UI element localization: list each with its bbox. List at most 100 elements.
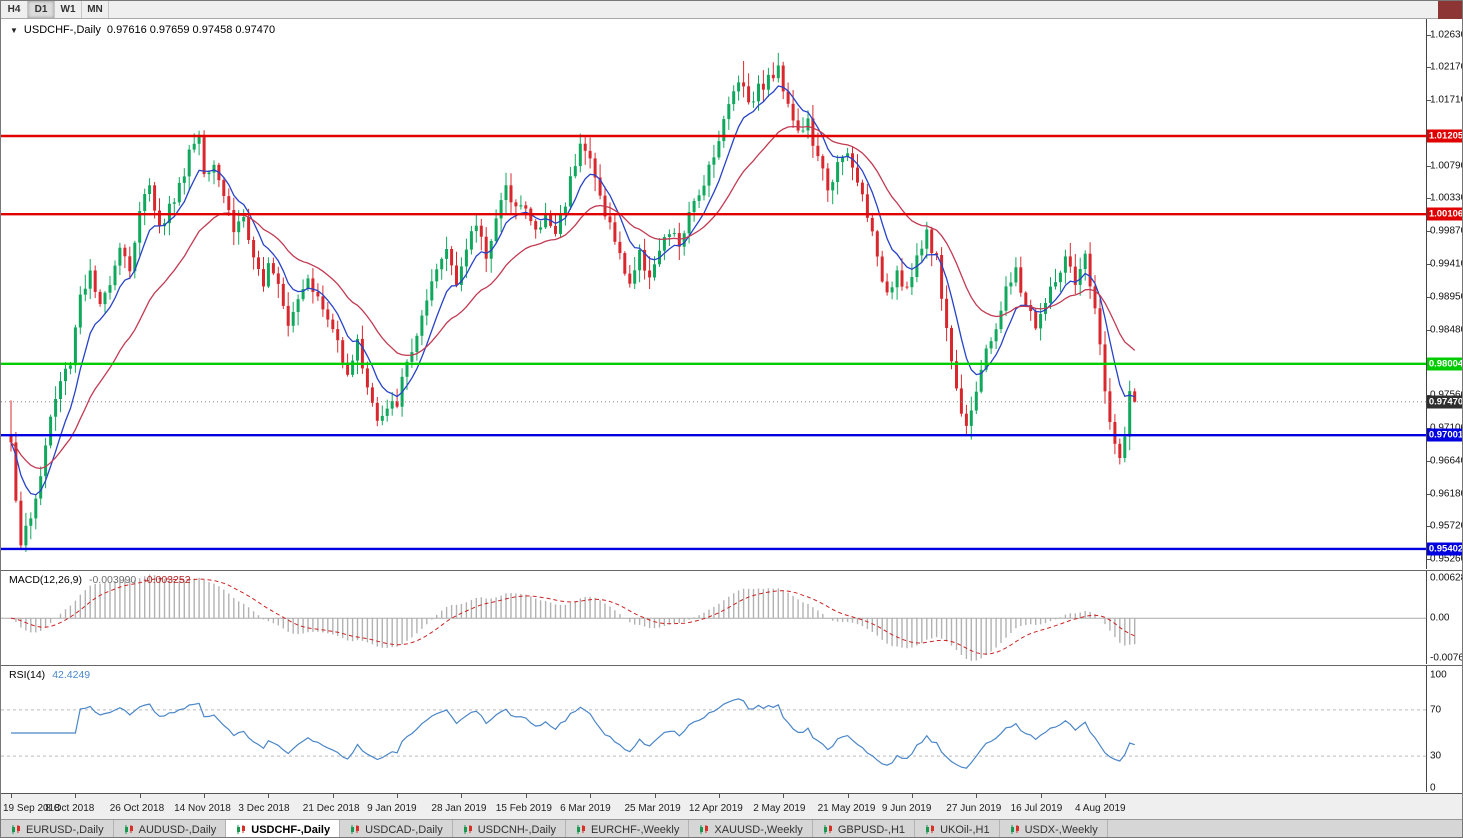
- chart-icon: [822, 824, 833, 835]
- timeframe-button-d1[interactable]: D1: [28, 1, 55, 18]
- chart-icon: [235, 824, 246, 835]
- price-axis-tick-mark: [1427, 559, 1431, 560]
- macd-header: MACD(12,26,9) -0.003990 -0.003252: [9, 574, 191, 586]
- tab-label: AUDUSD-,Daily: [138, 823, 217, 836]
- price-axis[interactable]: 1.02630 1.02170 1.01710 1.00790 1.00330 0.998…: [1426, 19, 1463, 569]
- date-tick: [590, 794, 592, 798]
- rsi-axis: 100 70 30 0: [1426, 666, 1462, 794]
- date-label: 3 Dec 2018: [238, 803, 290, 814]
- date-label: 4 Aug 2019: [1075, 803, 1126, 814]
- rsi-header: RSI(14) 42.4249: [9, 669, 90, 681]
- date-tick: [847, 794, 849, 798]
- tab-audusd-daily[interactable]: AUDUSD-,Daily: [113, 820, 227, 837]
- date-tick: [718, 794, 720, 798]
- timeframe-button-mn[interactable]: MN: [82, 1, 109, 18]
- tab-ukoil-h1[interactable]: UKOil-,H1: [915, 820, 1000, 837]
- date-tick: [268, 794, 270, 798]
- tab-eurusd-daily[interactable]: EURUSD-,Daily: [1, 820, 114, 837]
- price-tick: 0.99870: [1430, 225, 1463, 237]
- chart-icon: [10, 824, 21, 835]
- tab-usdcnh-daily[interactable]: USDCNH-,Daily: [452, 820, 566, 837]
- date-tick: [1105, 794, 1106, 798]
- rsi-label: RSI(14): [9, 669, 46, 681]
- timeframe-toolbar: H4 D1 W1 MN: [1, 1, 1462, 19]
- chart-icon: [698, 824, 709, 835]
- rsi-axis-label: 70: [1430, 704, 1442, 716]
- macd-label: MACD(12,26,9): [9, 574, 82, 586]
- level-badge: 0.95402: [1427, 542, 1463, 556]
- chart-icon: [924, 824, 935, 835]
- date-axis[interactable]: 19 Sep 2018 8 Oct 2018 26 Oct 2018 14 Nov 2…: [1, 793, 1462, 819]
- chart-icon: [349, 824, 360, 835]
- timeframe-button-h4[interactable]: H4: [1, 1, 28, 18]
- date-tick: [654, 794, 656, 798]
- level-badge: 0.98004: [1427, 357, 1463, 371]
- rsi-axis-label: 100: [1430, 669, 1447, 681]
- tab-eurchf-weekly[interactable]: EURCHF-,Weekly: [565, 820, 690, 837]
- date-label: 8 Oct 2018: [45, 803, 95, 814]
- date-label: 26 Oct 2018: [109, 803, 165, 814]
- price-tick: 0.97100: [1430, 423, 1462, 434]
- date-tick: [525, 794, 527, 798]
- price-tick: 1.01710: [1430, 94, 1463, 106]
- date-label: 25 Mar 2019: [624, 803, 681, 814]
- rsi-panel: RSI(14) 42.4249 100 70 30 0: [1, 665, 1462, 794]
- tab-gbpusd-h1[interactable]: GBPUSD-,H1: [812, 820, 916, 837]
- tab-usdchf-daily[interactable]: USDCHF-,Daily: [226, 820, 341, 837]
- date-tick: [204, 794, 206, 798]
- macd-axis-label: -0.00762: [1430, 652, 1462, 664]
- rsi-plot[interactable]: [1, 666, 1426, 793]
- macd-axis-label: 0.006286: [1430, 572, 1462, 584]
- tab-usdcad-daily[interactable]: USDCAD-,Daily: [340, 820, 453, 837]
- window-corner-decoration: [1438, 1, 1462, 19]
- level-badge: 1.01205: [1427, 129, 1463, 143]
- price-axis-tick-mark: [1427, 263, 1431, 265]
- date-label: 12 Apr 2019: [688, 803, 743, 814]
- tab-xauusd-weekly[interactable]: XAUUSD-,Weekly: [689, 820, 813, 837]
- timeframe-button-w1[interactable]: W1: [55, 1, 82, 18]
- chart-icon: [1009, 824, 1020, 835]
- tab-label: USDCAD-,Daily: [365, 823, 443, 836]
- chart-tabs: EURUSD-,Daily AUDUSD-,Daily USDCHF-,Daily U…: [1, 819, 1462, 837]
- date-tick: [397, 794, 399, 798]
- price-axis-tick-mark: [1427, 460, 1431, 462]
- tab-label: USDX-,Weekly: [1024, 823, 1098, 836]
- price-axis-tick-mark: [1427, 100, 1431, 102]
- price-axis-tick-mark: [1427, 493, 1431, 495]
- price-tick: 0.96640: [1430, 455, 1463, 467]
- date-label: 14 Nov 2018: [174, 803, 231, 814]
- price-axis-tick-mark: [1427, 428, 1431, 430]
- tab-label: GBPUSD-,H1: [837, 823, 906, 836]
- price-tick: 1.02170: [1430, 61, 1463, 73]
- date-label: 27 Jun 2019: [946, 803, 1002, 814]
- rsi-axis-label: 30: [1430, 750, 1442, 762]
- price-panel: ▼ USDCHF-,Daily 0.97616 0.97659 0.97458 …: [1, 19, 1463, 569]
- collapse-triangle-icon[interactable]: ▼: [10, 25, 18, 35]
- rsi-value: 42.4249: [52, 669, 91, 681]
- price-axis-tick-mark: [1427, 231, 1431, 232]
- date-tick: [1040, 794, 1042, 798]
- chart-symbol-label: USDCHF-,Daily: [23, 24, 101, 36]
- tab-usdx-weekly[interactable]: USDX-,Weekly: [999, 820, 1108, 837]
- price-tick: 0.96180: [1430, 488, 1463, 500]
- macd-plot[interactable]: [1, 571, 1426, 665]
- price-axis-tick-mark: [1427, 165, 1431, 167]
- candlestick-plot[interactable]: [1, 19, 1426, 569]
- current-price-badge: 0.97470: [1427, 395, 1463, 409]
- tab-label: UKOil-,H1: [940, 823, 990, 836]
- level-badge: 0.97001: [1427, 428, 1463, 442]
- price-tick: 0.99410: [1430, 258, 1463, 270]
- macd-panel: MACD(12,26,9) -0.003990 -0.003252 0.0062…: [1, 570, 1462, 665]
- price-axis-tick-mark: [1427, 198, 1431, 200]
- price-tick: 1.00790: [1430, 160, 1463, 172]
- macd-signal-value: -0.003252: [143, 574, 191, 586]
- chart-icon: [575, 824, 586, 835]
- price-axis-tick-mark: [1427, 67, 1431, 69]
- chart-icon: [123, 824, 134, 835]
- date-tick: [75, 794, 77, 798]
- price-tick: 0.98950: [1430, 291, 1463, 302]
- date-label: 2 May 2019: [753, 803, 806, 814]
- price-tick: 0.98480: [1430, 324, 1463, 336]
- price-axis-tick-mark: [1427, 526, 1431, 528]
- tab-label: USDCNH-,Daily: [477, 823, 556, 836]
